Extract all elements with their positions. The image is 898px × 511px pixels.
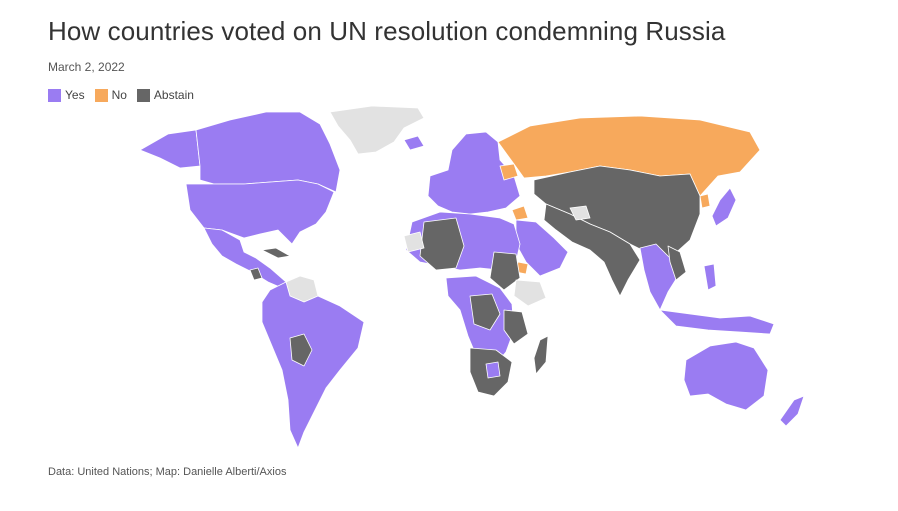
world-map <box>139 105 805 449</box>
region-morocco <box>403 231 425 253</box>
legend-swatch-yes <box>48 88 61 102</box>
region-vietnam <box>667 245 687 281</box>
region-south-america <box>261 281 365 449</box>
region-indonesia <box>659 309 775 335</box>
region-philippines <box>703 263 717 291</box>
legend-swatch-no <box>94 88 108 102</box>
region-algeria-mali <box>419 217 465 271</box>
region-south-asia <box>543 203 641 297</box>
region-ethiopia <box>513 279 547 307</box>
region-japan <box>711 187 737 227</box>
region-iceland <box>403 135 425 151</box>
chart-date: March 2, 2022 <box>48 60 125 74</box>
region-arabia <box>515 219 569 277</box>
region-sudan <box>489 251 521 291</box>
region-nicaragua <box>249 267 263 281</box>
legend: Yes No Abstain <box>48 88 194 102</box>
region-australia <box>683 341 769 411</box>
region-bolivia <box>289 333 313 367</box>
region-east-africa-abstain <box>503 309 529 345</box>
region-new-zealand <box>779 395 805 427</box>
region-belarus <box>499 163 519 181</box>
legend-item-yes: Yes <box>48 88 85 102</box>
region-southeast-asia <box>639 243 679 311</box>
legend-item-abstain: Abstain <box>136 88 194 102</box>
region-canada <box>195 111 341 193</box>
region-north-korea <box>699 193 711 209</box>
region-botswana <box>485 361 501 379</box>
legend-label-abstain: Abstain <box>153 88 194 102</box>
region-madagascar <box>533 335 549 375</box>
region-cuba <box>261 247 291 259</box>
region-alaska <box>139 129 201 169</box>
region-central-africa-abstain <box>469 293 501 331</box>
region-greenland <box>329 105 425 155</box>
chart-title: How countries voted on UN resolution con… <box>48 16 726 46</box>
legend-item-no: No <box>94 88 127 102</box>
legend-swatch-abstain <box>136 88 150 102</box>
region-europe <box>427 131 521 215</box>
legend-label-no: No <box>111 88 127 102</box>
region-afghanistan <box>569 205 591 221</box>
source-note: Data: United Nations; Map: Danielle Albe… <box>48 466 287 478</box>
region-syria <box>511 205 529 221</box>
legend-label-yes: Yes <box>65 88 85 102</box>
